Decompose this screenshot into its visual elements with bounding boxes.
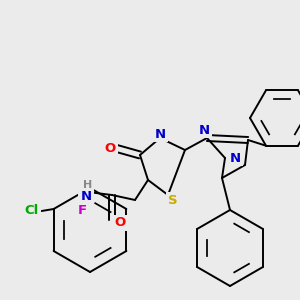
Text: F: F: [77, 203, 87, 217]
Text: N: N: [230, 152, 241, 164]
Text: N: N: [198, 124, 210, 136]
Text: Cl: Cl: [25, 205, 39, 218]
Text: N: N: [80, 190, 92, 203]
Text: O: O: [114, 217, 126, 230]
Text: O: O: [104, 142, 116, 154]
Text: H: H: [83, 180, 93, 190]
Text: N: N: [154, 128, 166, 140]
Text: S: S: [168, 194, 178, 206]
